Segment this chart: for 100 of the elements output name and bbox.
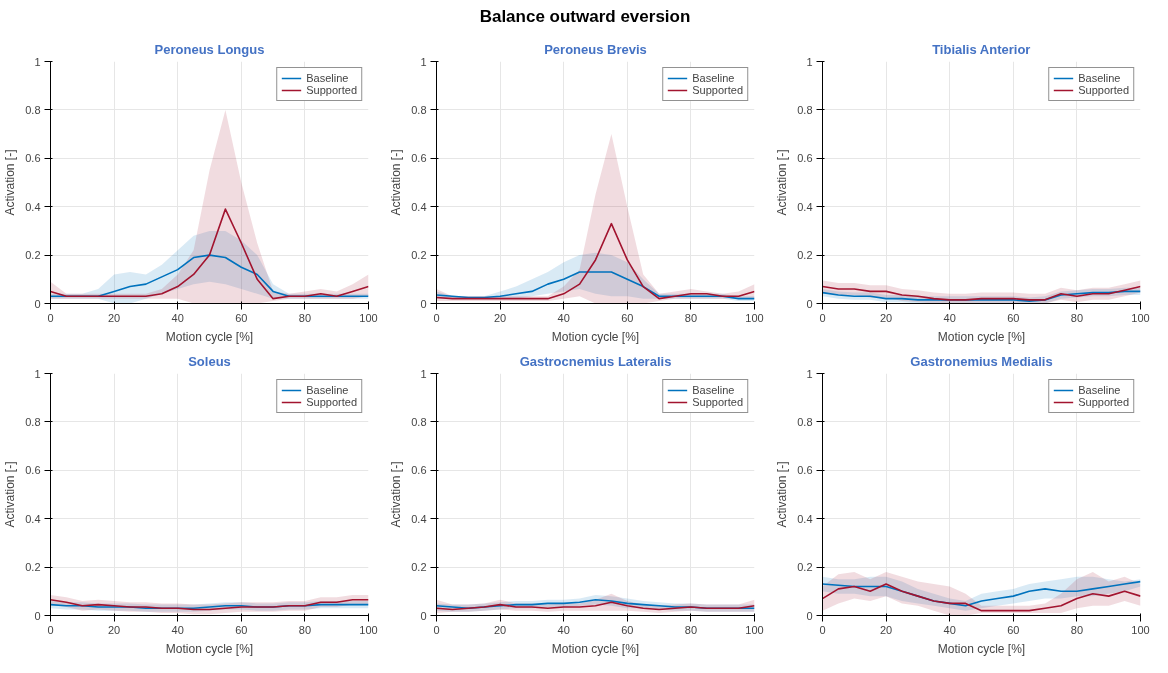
y-tick-label: 0.4 <box>797 200 813 213</box>
legend-label: Supported <box>1078 84 1129 96</box>
y-tick-label: 0.8 <box>25 103 41 116</box>
y-tick-label: 0.6 <box>25 464 41 477</box>
x-tick-label: 80 <box>684 623 698 636</box>
y-tick-label: 0.4 <box>25 512 41 525</box>
x-tick-label: 20 <box>107 623 121 636</box>
x-tick-label: 80 <box>684 311 698 324</box>
legend-label: Supported <box>306 396 357 408</box>
y-tick-label: 0 <box>420 297 427 310</box>
y-tick-label: 1 <box>34 367 41 380</box>
y-axis-title: Activation [-] <box>389 461 404 528</box>
x-tick-label: 40 <box>171 311 184 324</box>
y-tick-label: 0.4 <box>411 200 427 213</box>
legend-label: Baseline <box>692 72 735 84</box>
legend-label: Baseline <box>306 384 349 396</box>
y-axis-title: Activation [-] <box>3 461 18 528</box>
x-tick-label: 0 <box>47 311 54 324</box>
y-tick-label: 0.8 <box>797 415 813 428</box>
y-tick-label: 0.6 <box>797 464 813 477</box>
y-axis-title: Activation [-] <box>775 149 790 216</box>
x-tick-label: 0 <box>819 311 826 324</box>
y-tick-label: 1 <box>420 55 427 68</box>
y-axis-title: Activation [-] <box>3 149 18 216</box>
y-tick-label: 0 <box>420 609 427 622</box>
x-tick-label: 100 <box>1131 311 1150 324</box>
legend-label: Baseline <box>1078 72 1121 84</box>
legend-label: Supported <box>1078 396 1129 408</box>
legend-label: Supported <box>692 84 743 96</box>
y-tick-label: 0.2 <box>25 249 41 262</box>
x-tick-label: 60 <box>235 623 248 636</box>
x-tick-label: 20 <box>107 311 121 324</box>
x-tick-label: 40 <box>943 623 956 636</box>
x-tick-label: 100 <box>1131 623 1150 636</box>
chart-title: Gastronemius Medialis <box>910 353 1053 369</box>
chart-title: Tibialis Anterior <box>932 41 1031 57</box>
y-tick-label: 0 <box>806 297 813 310</box>
x-tick-label: 40 <box>943 311 956 324</box>
x-tick-label: 100 <box>745 623 764 636</box>
x-tick-label: 40 <box>557 311 570 324</box>
chart-title: Gastrocnemius Lateralis <box>519 353 672 369</box>
legend-label: Supported <box>306 84 357 96</box>
y-tick-label: 0.2 <box>797 561 813 574</box>
y-tick-label: 0.6 <box>411 152 427 165</box>
x-axis-title: Motion cycle [%] <box>551 329 640 344</box>
x-tick-label: 40 <box>171 623 184 636</box>
y-tick-label: 1 <box>420 367 427 380</box>
x-tick-label: 80 <box>1070 623 1084 636</box>
x-tick-label: 0 <box>47 623 54 636</box>
x-tick-label: 100 <box>359 623 378 636</box>
y-tick-label: 0.2 <box>411 561 427 574</box>
x-tick-label: 60 <box>621 311 634 324</box>
y-tick-label: 0.4 <box>25 200 41 213</box>
y-axis-title: Activation [-] <box>389 149 404 216</box>
legend-label: Baseline <box>306 72 349 84</box>
text: Balance outward eversion <box>479 6 691 28</box>
y-tick-label: 0.2 <box>411 249 427 262</box>
y-tick-label: 1 <box>806 367 813 380</box>
x-tick-label: 0 <box>433 311 440 324</box>
legend-label: Baseline <box>692 384 735 396</box>
y-tick-label: 1 <box>34 55 41 68</box>
x-tick-label: 80 <box>298 623 312 636</box>
x-tick-label: 100 <box>745 311 764 324</box>
x-axis-title: Motion cycle [%] <box>165 329 254 344</box>
chart-title: Soleus <box>188 353 231 369</box>
y-tick-label: 0.4 <box>411 512 427 525</box>
x-tick-label: 20 <box>493 623 507 636</box>
y-tick-label: 0.8 <box>411 415 427 428</box>
y-tick-label: 1 <box>806 55 813 68</box>
y-tick-label: 0.6 <box>797 152 813 165</box>
y-tick-label: 0 <box>34 609 41 622</box>
x-tick-label: 60 <box>235 311 248 324</box>
x-tick-label: 0 <box>433 623 440 636</box>
x-tick-label: 0 <box>819 623 826 636</box>
x-axis-title: Motion cycle [%] <box>165 641 254 656</box>
chart-title: Peroneus Longus <box>154 41 265 57</box>
x-tick-label: 20 <box>493 311 507 324</box>
x-tick-label: 60 <box>1007 623 1020 636</box>
x-tick-label: 80 <box>298 311 312 324</box>
x-axis-title: Motion cycle [%] <box>937 641 1026 656</box>
x-tick-label: 60 <box>1007 311 1020 324</box>
x-tick-label: 20 <box>879 623 893 636</box>
y-tick-label: 0.8 <box>797 103 813 116</box>
x-tick-label: 60 <box>621 623 634 636</box>
x-axis-title: Motion cycle [%] <box>937 329 1026 344</box>
y-tick-label: 0 <box>34 297 41 310</box>
legend-label: Baseline <box>1078 384 1121 396</box>
y-tick-label: 0.8 <box>411 103 427 116</box>
y-tick-label: 0 <box>806 609 813 622</box>
x-tick-label: 80 <box>1070 311 1084 324</box>
y-tick-label: 0.2 <box>25 561 41 574</box>
x-tick-label: 100 <box>359 311 378 324</box>
x-axis-title: Motion cycle [%] <box>551 641 640 656</box>
y-tick-label: 0.4 <box>797 512 813 525</box>
x-tick-label: 20 <box>879 311 893 324</box>
y-tick-label: 0.6 <box>25 152 41 165</box>
y-tick-label: 0.6 <box>411 464 427 477</box>
x-tick-label: 40 <box>557 623 570 636</box>
y-axis-title: Activation [-] <box>775 461 790 528</box>
legend-label: Supported <box>692 396 743 408</box>
